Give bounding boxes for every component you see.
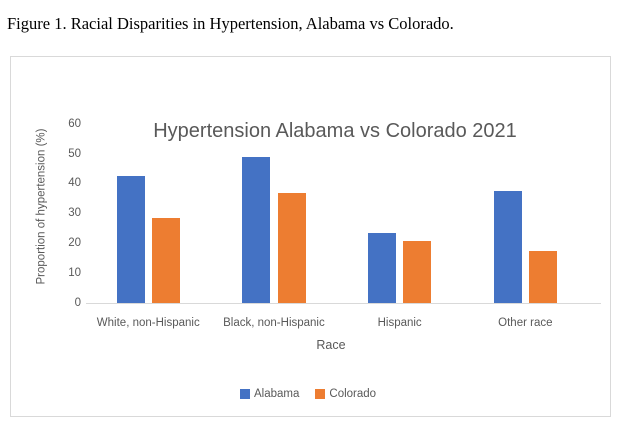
x-axis-line: [86, 303, 601, 304]
plot-area: [86, 117, 602, 304]
legend-item-colorado: Colorado: [315, 388, 376, 400]
legend-label-alabama: Alabama: [254, 388, 300, 400]
bar-alabama-other-race: [493, 191, 522, 303]
bar-alabama-black-non-hispanic: [242, 156, 271, 303]
bar-colorado-hispanic: [403, 241, 432, 303]
figure-caption: Figure 1. Racial Disparities in Hyperten…: [7, 14, 454, 33]
bar-alabama-hispanic: [367, 233, 396, 303]
x-category-label-hispanic: Hispanic: [377, 317, 422, 329]
x-category-label-white-non-hispanic: White, non-Hispanic: [96, 317, 200, 329]
legend-swatch-colorado: [315, 389, 326, 399]
bar-colorado-black-non-hispanic: [277, 192, 306, 303]
x-axis-title: Race: [316, 338, 346, 352]
legend-item-alabama: Alabama: [240, 388, 299, 400]
chart: Hypertension Alabama vs Colorado 2021 Pr…: [10, 56, 611, 417]
chart-title: Hypertension Alabama vs Colorado 2021: [153, 120, 517, 142]
legend-swatch-alabama: [240, 389, 250, 399]
x-category-label-other-race: Other race: [498, 317, 553, 329]
legend-label-colorado: Colorado: [329, 388, 377, 400]
y-tick-label-60: 60: [68, 117, 81, 130]
y-tick-label-20: 20: [68, 237, 81, 250]
y-tick-label-50: 50: [68, 147, 81, 160]
bar-alabama-white-non-hispanic: [116, 176, 145, 303]
y-tick-label-10: 10: [68, 267, 81, 280]
legend: Alabama Colorado: [240, 388, 376, 400]
x-category-label-black-non-hispanic: Black, non-Hispanic: [223, 317, 325, 329]
y-tick-label-0: 0: [74, 297, 81, 309]
bar-colorado-white-non-hispanic: [152, 218, 180, 303]
y-tick-label-30: 30: [68, 207, 81, 220]
y-tick-label-40: 40: [68, 177, 81, 190]
bar-colorado-other-race: [529, 250, 558, 303]
